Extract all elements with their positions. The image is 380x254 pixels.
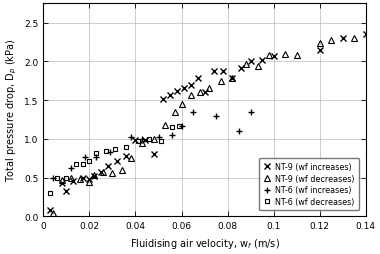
NT-6 (wf increases) <box>69 166 73 169</box>
NT-9 (wf increases) <box>340 37 345 40</box>
NT-9 (wf decreases) <box>69 177 73 180</box>
NT-6 (wf increases) <box>249 111 253 114</box>
NT-9 (wf increases) <box>195 77 200 81</box>
NT-9 (wf increases) <box>133 139 138 142</box>
NT-9 (wf decreases) <box>244 63 249 66</box>
NT-6 (wf increases) <box>140 138 145 141</box>
NT-6 (wf decreases) <box>124 146 128 149</box>
NT-9 (wf decreases) <box>198 91 202 94</box>
NT-9 (wf increases) <box>188 84 193 87</box>
Line: NT-6 (wf increases): NT-6 (wf increases) <box>49 109 254 181</box>
NT-9 (wf increases) <box>364 34 368 37</box>
NT-6 (wf increases) <box>179 125 184 129</box>
Legend: NT-9 (wf increases), NT-9 (wf decreases), NT-6 (wf increases), NT-6 (wf decrease: NT-9 (wf increases), NT-9 (wf decreases)… <box>259 158 359 210</box>
NT-9 (wf increases) <box>202 91 207 94</box>
NT-9 (wf increases) <box>71 180 76 183</box>
NT-6 (wf decreases) <box>73 163 78 166</box>
NT-9 (wf decreases) <box>110 172 115 175</box>
NT-6 (wf decreases) <box>147 138 152 141</box>
NT-9 (wf decreases) <box>152 138 156 141</box>
NT-9 (wf decreases) <box>50 211 55 214</box>
NT-9 (wf decreases) <box>283 53 288 56</box>
NT-9 (wf increases) <box>249 60 253 64</box>
NT-9 (wf increases) <box>175 90 179 93</box>
NT-9 (wf decreases) <box>294 54 299 57</box>
NT-9 (wf increases) <box>221 70 225 73</box>
NT-9 (wf increases) <box>212 71 216 74</box>
NT-9 (wf decreases) <box>329 39 334 42</box>
NT-9 (wf increases) <box>87 178 92 181</box>
NT-9 (wf increases) <box>115 160 119 163</box>
Line: NT-9 (wf increases): NT-9 (wf increases) <box>47 32 369 214</box>
NT-6 (wf increases) <box>108 151 112 154</box>
NT-6 (wf decreases) <box>103 149 108 152</box>
NT-6 (wf decreases) <box>177 125 182 128</box>
NT-9 (wf decreases) <box>128 157 133 160</box>
NT-9 (wf increases) <box>64 189 69 193</box>
NT-6 (wf increases) <box>94 156 99 159</box>
NT-9 (wf increases) <box>80 177 85 180</box>
NT-9 (wf increases) <box>152 153 156 156</box>
NT-9 (wf decreases) <box>173 111 177 114</box>
NT-9 (wf increases) <box>182 88 186 91</box>
X-axis label: Fluidising air velocity, w$_f$ (m/s): Fluidising air velocity, w$_f$ (m/s) <box>130 236 280 250</box>
NT-6 (wf decreases) <box>64 177 69 180</box>
NT-6 (wf increases) <box>214 115 218 118</box>
NT-9 (wf increases) <box>230 77 234 81</box>
NT-6 (wf decreases) <box>87 160 92 163</box>
NT-9 (wf decreases) <box>255 65 260 68</box>
NT-9 (wf increases) <box>317 50 322 53</box>
NT-6 (wf increases) <box>191 111 195 114</box>
NT-6 (wf increases) <box>50 177 55 180</box>
NT-6 (wf decreases) <box>48 192 52 195</box>
NT-9 (wf decreases) <box>163 124 168 127</box>
NT-9 (wf decreases) <box>60 179 64 182</box>
NT-9 (wf increases) <box>60 182 64 185</box>
NT-6 (wf increases) <box>237 130 241 133</box>
NT-9 (wf increases) <box>92 175 96 178</box>
NT-9 (wf increases) <box>142 139 147 142</box>
NT-6 (wf decreases) <box>136 140 140 143</box>
NT-9 (wf decreases) <box>207 88 212 91</box>
NT-6 (wf decreases) <box>80 163 85 166</box>
NT-9 (wf decreases) <box>92 173 96 176</box>
NT-6 (wf increases) <box>170 134 175 137</box>
NT-9 (wf increases) <box>168 94 172 97</box>
NT-9 (wf increases) <box>106 165 110 168</box>
NT-9 (wf decreases) <box>267 54 271 57</box>
NT-6 (wf decreases) <box>94 152 99 155</box>
NT-9 (wf increases) <box>124 155 128 158</box>
NT-6 (wf decreases) <box>55 177 59 180</box>
NT-9 (wf decreases) <box>188 94 193 97</box>
NT-9 (wf increases) <box>161 98 165 101</box>
NT-6 (wf decreases) <box>112 148 117 151</box>
NT-6 (wf increases) <box>82 155 87 158</box>
Line: NT-9 (wf decreases): NT-9 (wf decreases) <box>50 36 357 215</box>
NT-9 (wf decreases) <box>101 171 106 174</box>
NT-9 (wf decreases) <box>218 80 223 83</box>
NT-9 (wf decreases) <box>140 142 145 145</box>
Y-axis label: Total pressure drop, D$_p$ (kPa): Total pressure drop, D$_p$ (kPa) <box>4 39 19 182</box>
NT-9 (wf decreases) <box>87 180 92 183</box>
Line: NT-6 (wf decreases): NT-6 (wf decreases) <box>48 124 182 196</box>
NT-9 (wf decreases) <box>78 178 82 181</box>
NT-6 (wf decreases) <box>158 140 163 143</box>
NT-9 (wf decreases) <box>352 37 356 40</box>
NT-9 (wf increases) <box>99 171 103 174</box>
NT-9 (wf decreases) <box>119 169 124 172</box>
NT-9 (wf increases) <box>48 209 52 212</box>
NT-9 (wf decreases) <box>317 42 322 45</box>
NT-9 (wf increases) <box>271 55 276 58</box>
NT-6 (wf increases) <box>128 136 133 139</box>
NT-9 (wf decreases) <box>179 103 184 106</box>
NT-9 (wf increases) <box>260 59 264 62</box>
NT-9 (wf decreases) <box>230 77 234 81</box>
NT-6 (wf increases) <box>156 135 161 138</box>
NT-6 (wf decreases) <box>170 126 175 129</box>
NT-9 (wf increases) <box>239 67 244 70</box>
